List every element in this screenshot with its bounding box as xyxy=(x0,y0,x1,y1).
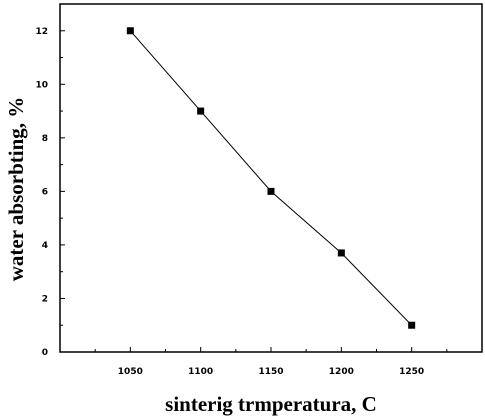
y-tick-label: 10 xyxy=(35,80,48,90)
x-axis-title: sinterig trmperatura, C xyxy=(165,392,377,416)
y-tick-label: 12 xyxy=(35,27,48,37)
series-layer xyxy=(126,27,416,329)
data-point-marker xyxy=(408,321,416,329)
data-point-marker xyxy=(197,107,205,115)
y-tick-label: 2 xyxy=(42,294,48,304)
plot-frame xyxy=(59,3,483,353)
y-axis-ticks: 0 2 4 6 8 10 12 xyxy=(35,27,65,358)
x-tick-label: 1050 xyxy=(118,367,143,377)
x-tick-label: 1100 xyxy=(188,367,213,377)
y-tick-label: 4 xyxy=(42,241,48,251)
x-tick-label: 1250 xyxy=(399,367,424,377)
x-tick-label: 1200 xyxy=(329,367,354,377)
series-line xyxy=(129,30,413,326)
y-tick-label: 6 xyxy=(42,187,48,197)
y-tick-label: 8 xyxy=(42,134,48,144)
data-point-marker xyxy=(337,249,345,257)
x-axis-ticks: 1050 1100 1150 1200 1250 xyxy=(94,347,448,377)
y-tick-label: 0 xyxy=(42,348,48,358)
x-tick-label: 1150 xyxy=(258,367,283,377)
data-point-marker xyxy=(126,27,134,35)
data-point-marker xyxy=(267,187,275,195)
y-axis-title: water absorbting, % xyxy=(4,97,28,282)
